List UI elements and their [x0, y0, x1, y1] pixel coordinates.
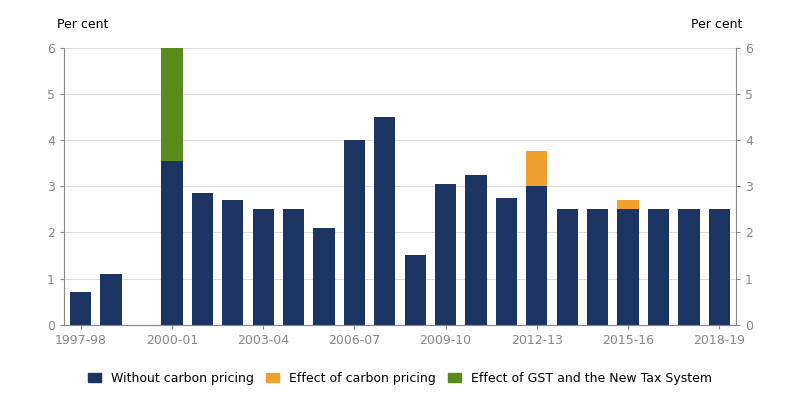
Bar	[253, 209, 274, 325]
Bar	[222, 200, 243, 325]
Bar	[557, 209, 578, 325]
Bar	[344, 140, 365, 325]
Legend: Without carbon pricing, Effect of carbon pricing, Effect of GST and the New Tax : Without carbon pricing, Effect of carbon…	[83, 367, 717, 390]
Bar	[101, 274, 122, 325]
Bar	[314, 228, 334, 325]
Bar	[526, 186, 547, 325]
Text: Per cent: Per cent	[58, 18, 109, 31]
Bar	[587, 209, 608, 325]
Bar	[709, 209, 730, 325]
Bar	[526, 151, 547, 186]
Bar	[435, 184, 456, 325]
Bar	[374, 117, 395, 325]
Bar	[162, 48, 182, 161]
Text: Per cent: Per cent	[691, 18, 742, 31]
Bar	[648, 209, 669, 325]
Bar	[618, 200, 638, 209]
Bar	[496, 198, 517, 325]
Bar	[192, 193, 213, 325]
Bar	[283, 209, 304, 325]
Bar	[678, 209, 699, 325]
Bar	[405, 255, 426, 325]
Bar	[70, 292, 91, 325]
Bar	[618, 209, 638, 325]
Bar	[162, 161, 182, 325]
Bar	[466, 175, 486, 325]
